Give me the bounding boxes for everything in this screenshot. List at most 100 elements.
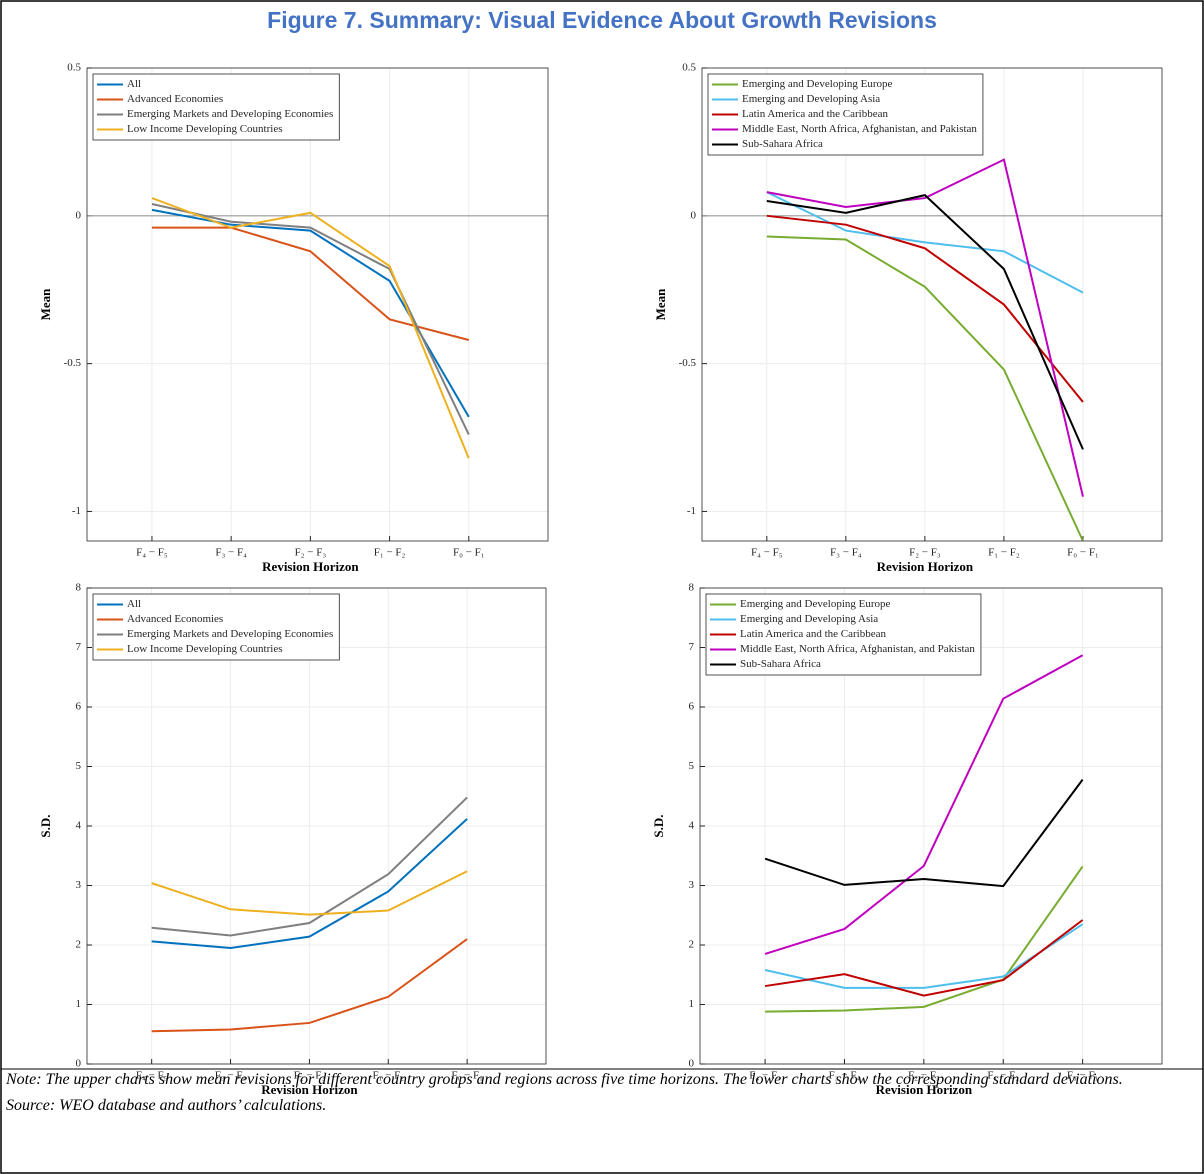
y-tick-label: 2 [76, 939, 82, 951]
y-tick-label: -1 [72, 505, 81, 517]
x-tick-label: F₂ − F₃ [908, 1070, 940, 1082]
y-axis-label: Mean [38, 288, 53, 321]
x-axis-label: Revision Horizon [877, 559, 974, 574]
y-tick-label: 6 [689, 701, 695, 713]
axes-frame [86, 587, 547, 1065]
legend-label: Emerging and Developing Europe [740, 598, 891, 610]
x-tick-label: F₂ − F₃ [294, 1070, 326, 1082]
x-tick-label: F₃ − F₄ [215, 1070, 247, 1082]
x-tick-label: F₁ − F₂ [372, 1070, 404, 1082]
x-axis-label: Revision Horizon [876, 1082, 973, 1097]
legend-label: Low Income Developing Countries [127, 123, 283, 135]
series-line [151, 818, 468, 949]
axes-frame [701, 67, 1163, 542]
y-tick-label: 8 [689, 582, 695, 594]
legend-label: Advanced Economies [127, 93, 223, 105]
legend-label: Emerging Markets and Developing Economie… [127, 108, 333, 120]
y-tick-label: 0 [691, 209, 697, 221]
series-line [766, 191, 1084, 294]
x-axis-label: Revision Horizon [262, 559, 359, 574]
y-tick-label: 1 [689, 998, 695, 1010]
y-tick-label: 2 [689, 939, 695, 951]
series-line [151, 197, 470, 459]
y-tick-label: 1 [76, 998, 82, 1010]
legend-box [92, 73, 340, 141]
y-tick-label: 3 [76, 879, 82, 891]
legend-box [707, 73, 984, 156]
x-tick-label: F₃ − F₄ [830, 547, 862, 559]
series-line [766, 214, 1084, 403]
series-line [764, 654, 1084, 955]
y-tick-label: 4 [689, 820, 695, 832]
legend-label: Latin America and the Caribbean [740, 628, 886, 640]
y-tick-label: 5 [76, 760, 82, 772]
note-area: Note: The upper charts show mean revisio… [6, 1071, 1123, 1114]
axes-frame [699, 587, 1163, 1065]
legend-label: All [127, 78, 141, 90]
x-tick-label: F₃ − F₄ [829, 1070, 861, 1082]
y-tick-label: -0.5 [64, 357, 82, 369]
plot-area [87, 68, 548, 541]
x-tick-label: F₄ − F₅ [136, 547, 168, 559]
legend-box [705, 593, 982, 676]
legend-box [92, 593, 340, 661]
series-line [764, 919, 1084, 997]
series-line [151, 870, 468, 916]
x-tick-label: F₄ − F₅ [136, 1070, 168, 1082]
series-line [765, 865, 1084, 1013]
y-axis-label: Mean [653, 288, 668, 321]
x-tick-label: F₁ − F₂ [988, 547, 1020, 559]
legend-label: Latin America and the Caribbean [742, 108, 888, 120]
y-tick-label: 3 [689, 879, 695, 891]
legend-label: Low Income Developing Countries [127, 643, 283, 655]
x-tick-label: F₀ − F₁ [1067, 547, 1099, 559]
legend-label: Emerging and Developing Europe [742, 78, 893, 90]
series-line [766, 235, 1084, 541]
y-tick-label: 0.5 [67, 62, 81, 74]
x-axis-label: Revision Horizon [261, 1082, 358, 1097]
legend-label: All [127, 598, 141, 610]
legend: All Advanced Economies Emerging Markets an… [92, 73, 340, 141]
legend-label: Middle East, North Africa, Afghanistan, … [742, 123, 977, 135]
legend: All Advanced Economies Emerging Markets an… [92, 593, 340, 661]
x-tick-label: F₄ − F₅ [751, 547, 783, 559]
y-tick-label: 0 [76, 1058, 82, 1070]
axes-frame [86, 67, 549, 542]
y-tick-label: 0 [689, 1058, 695, 1070]
series-line [151, 203, 470, 436]
y-tick-label: 5 [689, 760, 695, 772]
y-axis-label: S.D. [38, 814, 53, 837]
y-tick-label: 4 [76, 820, 82, 832]
y-tick-label: 6 [76, 701, 82, 713]
series-line [766, 194, 1084, 450]
x-tick-label: F₁ − F₂ [374, 547, 406, 559]
legend-label: Advanced Economies [127, 613, 223, 625]
y-tick-label: -1 [687, 505, 696, 517]
legend-label: Emerging and Developing Asia [742, 93, 880, 105]
x-tick-label: F₁ − F₂ [987, 1070, 1019, 1082]
legend-label: Sub-Sahara Africa [740, 658, 821, 670]
x-tick-label: F₀ − F₁ [451, 1070, 483, 1082]
legend-label: Emerging and Developing Asia [740, 613, 878, 625]
legend: Emerging and Developing Europe Emerging a… [705, 593, 982, 676]
legend-label: Sub-Sahara Africa [742, 138, 823, 150]
series-line [766, 158, 1084, 497]
source: Source: WEO database and authors’ calcul… [6, 1097, 327, 1114]
note: Note: The upper charts show mean revisio… [6, 1071, 1123, 1088]
series-line [764, 778, 1084, 888]
legend-label: Emerging Markets and Developing Economie… [127, 628, 333, 640]
legend-label: Middle East, North Africa, Afghanistan, … [740, 643, 975, 655]
y-tick-label: 0.5 [682, 62, 696, 74]
legend: Emerging and Developing Europe Emerging a… [707, 73, 984, 156]
series-line [151, 796, 468, 937]
y-tick-label: 8 [76, 582, 82, 594]
y-tick-label: 7 [689, 641, 695, 653]
x-tick-label: F₀ − F₁ [1067, 1070, 1099, 1082]
x-tick-label: F₂ − F₃ [909, 547, 941, 559]
series-line [151, 938, 468, 1033]
x-tick-label: F₃ − F₄ [215, 547, 247, 559]
y-axis-label: S.D. [651, 814, 666, 837]
x-tick-label: F₄ − F₅ [749, 1070, 781, 1082]
